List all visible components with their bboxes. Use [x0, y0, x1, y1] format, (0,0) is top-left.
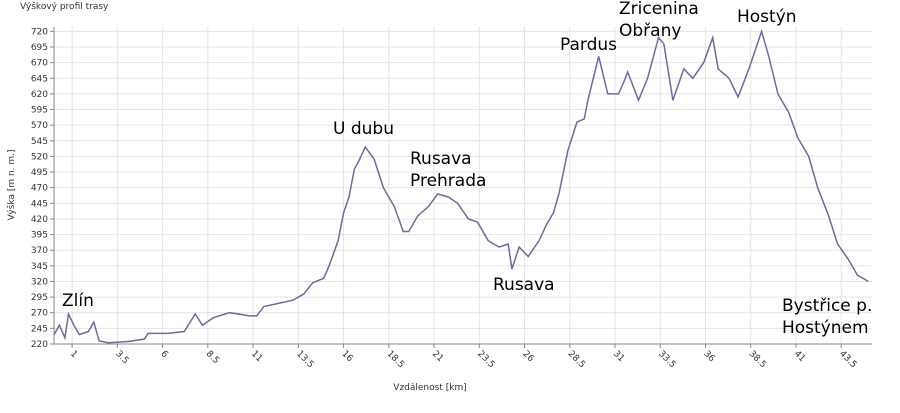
elevation-line	[53, 28, 869, 344]
y-tick-label: 595	[31, 106, 48, 116]
annotation: U dubu	[333, 119, 394, 139]
y-tick-label: 620	[31, 90, 48, 100]
y-tick-label: 720	[31, 27, 48, 37]
y-tick-label: 645	[31, 74, 48, 84]
x-tick-label: 1	[68, 349, 79, 360]
y-tick-label: 270	[31, 309, 48, 319]
y-tick-label: 320	[31, 277, 48, 287]
y-tick-label: 495	[31, 168, 48, 178]
x-tick-label: 41	[792, 349, 807, 364]
x-tick-label: 18.5	[385, 349, 406, 370]
x-tick-label: 21	[430, 349, 445, 364]
x-tick-label: 26	[520, 349, 535, 364]
x-tick-label: 3.5	[113, 349, 130, 366]
x-tick-label: 38.5	[747, 349, 768, 370]
y-tick-label: 670	[31, 59, 48, 69]
y-tick-label: 420	[31, 215, 48, 225]
annotation: Pardus	[560, 35, 617, 55]
x-tick-label: 13.5	[294, 349, 315, 370]
y-tick-label: 545	[31, 137, 48, 147]
y-tick-label: 345	[31, 262, 48, 272]
annotation: Hostýnem	[782, 318, 869, 338]
annotation: Rusava	[493, 275, 555, 295]
x-tick-label: 43.5	[837, 349, 858, 370]
y-tick-label: 395	[31, 231, 48, 241]
x-tick-label: 36	[701, 349, 716, 364]
y-tick-label: 570	[31, 121, 48, 131]
chart-title: Výškový profil trasy	[20, 1, 109, 12]
annotation: Hostýn	[737, 7, 797, 27]
y-axis-label: Výška [m n. m.]	[6, 149, 17, 220]
annotation: Prehrada	[410, 171, 486, 191]
x-tick-label: 6	[158, 349, 169, 360]
annotation: Bystřice p.	[782, 296, 872, 316]
x-tick-label: 31	[611, 349, 626, 364]
x-tick-label: 8.5	[204, 349, 221, 366]
annotation: Zlín	[62, 291, 94, 311]
y-tick-label: 520	[31, 152, 48, 162]
y-tick-label: 295	[31, 293, 48, 303]
annotation: Zricenina	[619, 0, 699, 19]
x-axis-label: Vzdálenost [km]	[393, 383, 466, 393]
y-tick-label: 445	[31, 199, 48, 209]
y-tick-label: 695	[31, 43, 48, 53]
x-tick-label: 11	[249, 349, 264, 364]
x-tick-label: 16	[339, 349, 354, 364]
x-tick-label: 33.5	[656, 349, 677, 370]
x-tick-label: 23.5	[475, 349, 496, 370]
y-tick-label: 370	[31, 246, 48, 256]
annotation: Rusava	[410, 149, 472, 169]
annotation: Obřany	[619, 21, 681, 41]
y-tick-label: 220	[31, 340, 48, 350]
y-tick-label: 245	[31, 324, 48, 334]
y-tick-label: 470	[31, 184, 48, 194]
x-tick-label: 28.5	[566, 349, 587, 370]
